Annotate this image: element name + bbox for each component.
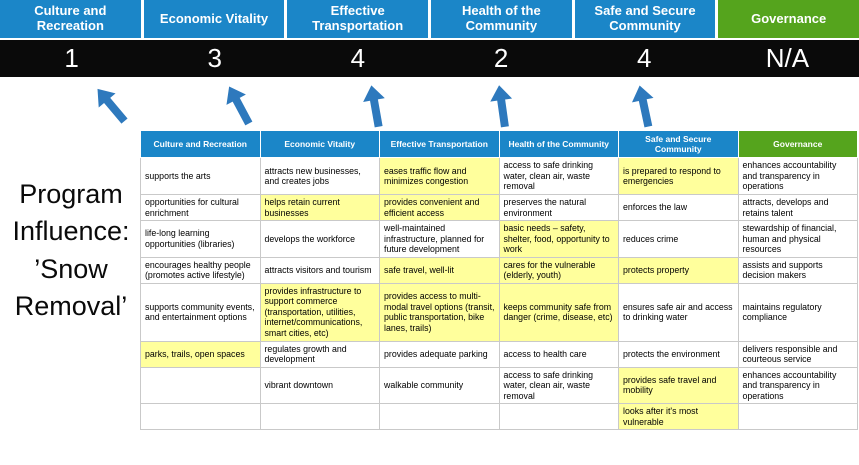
matrix-cell [737,403,858,431]
matrix-cell: enforces the law [618,194,739,222]
matrix-cell: cares for the vulnerable (elderly, youth… [498,256,619,284]
category-header-economic-vitality: Economic Vitality [143,0,285,38]
matrix-cell [140,366,261,405]
matrix-cell: helps retain current businesses [259,194,380,222]
matrix-row: parks, trails, open spaces regulates grow… [140,340,858,368]
category-header-safe-and-secure-community: Safe and Secure Community [574,0,716,38]
matrix-body: supports the arts attracts new businesses… [140,157,858,431]
matrix-header-economic-vitality: Economic Vitality [259,129,380,159]
arrow-up-icon [486,81,518,130]
matrix-cell: access to safe drinking water, clean air… [498,366,619,405]
matrix-header-effective-transportation: Effective Transportation [379,129,500,159]
matrix-header-row: Culture and Recreation Economic Vitality E… [140,129,858,159]
matrix-row: vibrant downtown walkable community access… [140,366,858,405]
matrix-header-culture-and-recreation: Culture and Recreation [140,129,261,159]
matrix-cell: provides convenient and efficient access [379,194,500,222]
matrix-cell: encourages healthy people (promotes acti… [140,256,261,284]
score-effective-transportation: 4 [350,43,366,73]
matrix-cell: protects the environment [618,340,739,368]
matrix-cell: protects property [618,256,739,284]
matrix-cell: attracts, develops and retains talent [737,194,858,222]
matrix-row: supports community events, and entertain… [140,282,858,342]
score-safe-and-secure-community: 4 [637,43,652,73]
matrix-cell [140,403,261,431]
matrix-cell: well-maintained infrastructure, planned … [379,220,500,258]
matrix-cell: develops the workforce [259,220,380,258]
category-header-health-of-the-community: Health of the Community [431,0,572,38]
matrix-cell: enhances accountability and transparency… [737,157,858,196]
matrix-cell: assists and supports decision makers [737,256,858,284]
matrix-cell: vibrant downtown [259,366,380,405]
matrix-cell: looks after it's most vulnerable [618,403,739,431]
category-header-row: Culture and Recreation Economic Vitality E… [0,0,859,38]
category-header-culture-and-recreation: Culture and Recreation [0,0,141,38]
score-culture-and-recreation: 1 [64,43,79,73]
matrix-cell [379,403,500,431]
matrix-cell: eases traffic flow and minimizes congest… [379,157,500,196]
matrix-cell: life-long learning opportunities (librar… [140,220,261,258]
matrix-cell: provides adequate parking [379,340,500,368]
matrix-header-governance: Governance [737,129,858,159]
matrix-cell: supports community events, and entertain… [140,282,261,342]
matrix-row: opportunities for cultural enrichment hel… [140,194,858,222]
matrix-cell: walkable community [379,366,500,405]
score-health-of-the-community: 2 [493,43,509,73]
matrix-cell: attracts new businesses, and creates job… [259,157,380,196]
matrix-header-health-of-the-community: Health of the Community [498,129,619,159]
matrix-cell: opportunities for cultural enrichment [140,194,261,222]
matrix-cell [498,403,619,431]
matrix-cell: provides safe travel and mobility [618,366,739,405]
matrix-cell: delivers responsible and courteous servi… [737,340,858,368]
score-economic-vitality: 3 [207,43,222,73]
score-band: 1 3 4 2 4 N/A [0,40,859,77]
matrix-cell: is prepared to respond to emergencies [618,157,739,196]
arrow-up-icon [217,79,262,132]
matrix-cell: provides access to multi-modal travel op… [379,282,500,342]
matrix-row: life-long learning opportunities (librar… [140,220,858,258]
matrix-cell: ensures safe air and access to drinking … [618,282,739,342]
matrix-cell: supports the arts [140,157,261,196]
matrix-cell: keeps community safe from danger (crime,… [498,282,619,342]
matrix-cell: safe travel, well-lit [379,256,500,284]
matrix-cell [259,403,380,431]
matrix-row: looks after it's most vulnerable [140,403,858,431]
matrix-cell: stewardship of financial, human and phys… [737,220,858,258]
score-governance: N/A [765,43,810,73]
matrix-cell: basic needs – safety, shelter, food, opp… [498,220,619,258]
category-header-governance: Governance [718,0,859,38]
matrix-cell: attracts visitors and tourism [259,256,380,284]
matrix-row: supports the arts attracts new businesses… [140,157,858,196]
matrix-cell: access to safe drinking water, clean air… [498,157,619,196]
matrix-cell: preserves the natural environment [498,194,619,222]
arrow-up-icon [86,79,135,131]
score-row: 1 3 4 2 4 N/A [0,40,859,77]
matrix-cell: access to health care [498,340,619,368]
matrix-cell: enhances accountability and transparency… [737,366,858,405]
matrix-header-safe-and-secure-community: Safe and Secure Community [618,129,739,159]
matrix-cell: provides infrastructure to support comme… [259,282,380,342]
matrix-cell: regulates growth and development [259,340,380,368]
program-title: Program Influence: ’Snow Removal’ [12,179,130,321]
matrix-cell: parks, trails, open spaces [140,340,261,368]
program-influence-matrix: Culture and Recreation Economic Vitality E… [140,129,858,431]
category-header-effective-transportation: Effective Transportation [287,0,428,38]
arrow-up-icon [627,81,662,131]
arrow-up-icon [358,81,392,131]
matrix-cell: maintains regulatory compliance [737,282,858,342]
matrix-row: encourages healthy people (promotes acti… [140,256,858,284]
matrix-cell: reduces crime [618,220,739,258]
